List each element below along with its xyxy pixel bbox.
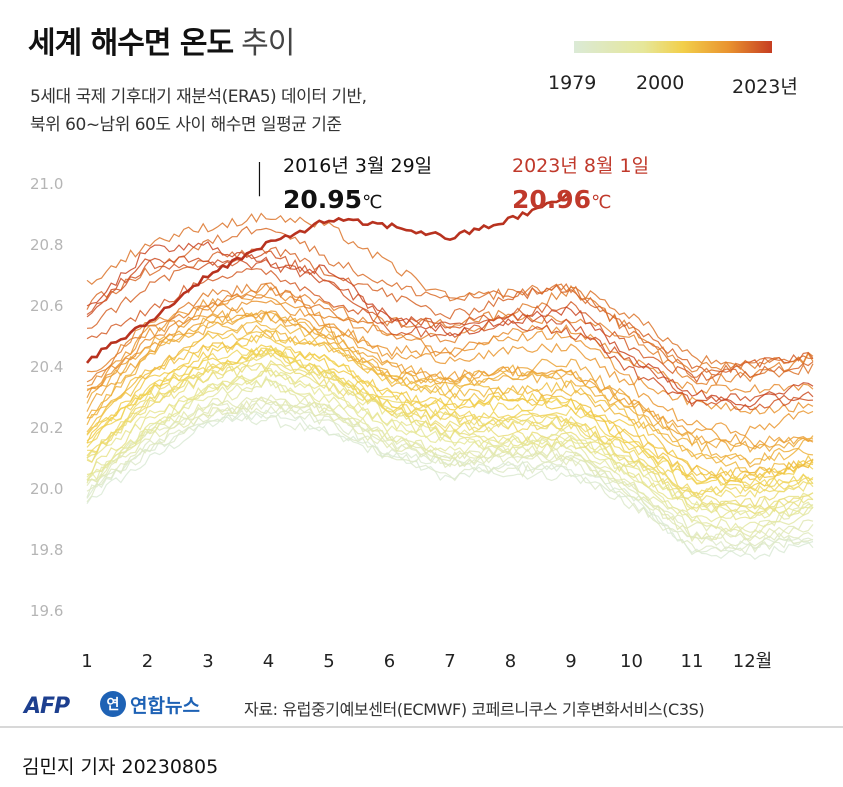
x-tick-label: 6 bbox=[384, 651, 395, 672]
color-legend-bar bbox=[574, 41, 772, 53]
y-tick-label: 19.6 bbox=[30, 602, 63, 620]
y-tick-label: 20.2 bbox=[30, 419, 63, 437]
byline: 김민지 기자 20230805 bbox=[22, 756, 219, 778]
series-line-2008 bbox=[86, 309, 814, 453]
y-tick-label: 20.8 bbox=[30, 236, 63, 254]
record-2016-date: 2016년 3월 29일 bbox=[283, 155, 432, 177]
y-tick-label: 20.4 bbox=[30, 358, 63, 376]
series-line-1987 bbox=[86, 375, 814, 538]
series-line-1982 bbox=[86, 400, 814, 553]
legend-label-end: 2023년 bbox=[732, 76, 798, 98]
x-tick-label: 12월 bbox=[733, 651, 772, 672]
series-line-1984 bbox=[86, 396, 814, 545]
series-line-2016 bbox=[86, 212, 814, 378]
page-title: 세계 해수면 온도 추이 bbox=[28, 18, 295, 62]
record-2016-value-number: 20.95 bbox=[283, 185, 362, 214]
x-tick-label: 4 bbox=[263, 651, 274, 672]
title-main-text: 세계 해수면 온도 bbox=[28, 26, 234, 61]
series-line-2010 bbox=[86, 306, 814, 448]
series-line-2022 bbox=[86, 241, 814, 408]
y-tick-label: 19.8 bbox=[30, 541, 63, 559]
series-line-2005 bbox=[86, 320, 814, 475]
record-2016-unit: ℃ bbox=[362, 192, 382, 213]
series-line-1993 bbox=[86, 359, 814, 511]
series-line-1980 bbox=[86, 414, 814, 556]
series-line-2023 bbox=[85, 192, 572, 364]
series-line-1985 bbox=[86, 393, 814, 542]
subtitle-line-1: 5세대 국제 기후대기 재분석(ERA5) 데이터 기반, bbox=[30, 87, 367, 107]
series-line-2020 bbox=[86, 250, 814, 411]
yonhap-logo-text: 연합뉴스 bbox=[130, 694, 200, 717]
record-2023-date: 2023년 8월 1일 bbox=[512, 155, 649, 177]
series-line-2015 bbox=[86, 282, 814, 383]
record-2016-annotation: 2016년 3월 29일 20.95℃ bbox=[283, 155, 432, 214]
yonhap-logo-mark: 연 bbox=[100, 691, 126, 717]
source-credit: 자료: 유럽중기예보센터(ECMWF) 코페르니쿠스 기후변화서비스(C3S) bbox=[244, 700, 705, 719]
series-line-2011 bbox=[86, 294, 814, 437]
title-suffix: 추이 bbox=[241, 26, 295, 61]
x-tick-label: 11 bbox=[681, 651, 704, 672]
series-line-1999 bbox=[86, 348, 814, 487]
series-line-1986 bbox=[86, 396, 814, 543]
x-tick-label: 7 bbox=[444, 651, 455, 672]
series-line-1998 bbox=[86, 345, 814, 496]
y-tick-label: 21.0 bbox=[30, 175, 63, 193]
series-line-2019 bbox=[86, 267, 814, 384]
afp-logo: AFP bbox=[24, 694, 70, 719]
series-line-2014 bbox=[86, 286, 814, 386]
record-2023-value-number: 20.96 bbox=[512, 185, 591, 214]
x-tick-label: 1 bbox=[81, 651, 92, 672]
series-line-1981 bbox=[86, 409, 814, 555]
series-line-2001 bbox=[86, 341, 814, 485]
series-line-1983 bbox=[86, 402, 814, 547]
x-tick-label: 2 bbox=[142, 651, 153, 672]
series-line-1990 bbox=[86, 367, 814, 517]
subtitle-line-2: 북위 60~남위 60도 사이 해수면 일평균 기준 bbox=[30, 115, 342, 135]
record-2023-value: 20.96℃ bbox=[512, 185, 611, 214]
series-line-2021 bbox=[86, 255, 814, 408]
yonhap-logo: 연 연합뉴스 bbox=[100, 690, 200, 718]
series-line-2017 bbox=[86, 225, 814, 378]
record-2016-value: 20.95℃ bbox=[283, 185, 382, 214]
legend-label-mid: 2000 bbox=[636, 72, 685, 94]
series-line-2004 bbox=[86, 329, 814, 479]
x-tick-label: 9 bbox=[565, 651, 576, 672]
x-tick-label: 3 bbox=[202, 651, 213, 672]
x-tick-label: 5 bbox=[323, 651, 334, 672]
record-2023-annotation: 2023년 8월 1일 20.96℃ bbox=[512, 155, 649, 214]
y-tick-label: 20.0 bbox=[30, 480, 63, 498]
y-tick-label: 20.6 bbox=[30, 297, 63, 315]
x-tick-label: 8 bbox=[505, 651, 516, 672]
record-2023-unit: ℃ bbox=[591, 192, 611, 213]
x-tick-label: 10 bbox=[620, 651, 643, 672]
series-line-1988 bbox=[86, 378, 814, 531]
footer-divider bbox=[0, 726, 843, 728]
series-line-2013 bbox=[86, 282, 814, 395]
legend-label-start: 1979 bbox=[548, 72, 597, 94]
series-line-1991 bbox=[86, 366, 814, 521]
